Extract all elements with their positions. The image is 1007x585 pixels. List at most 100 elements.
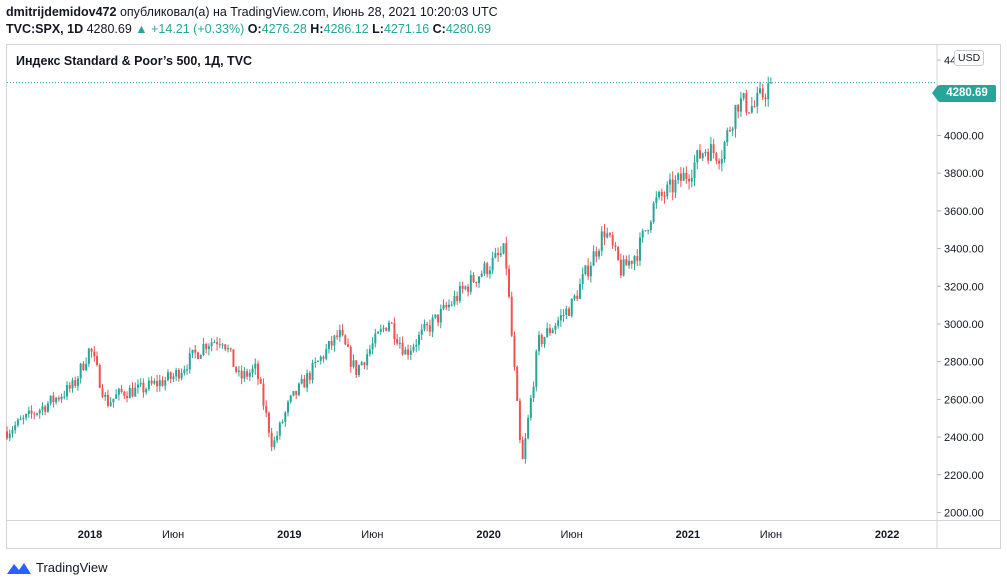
candle-body (216, 342, 219, 345)
candle-body (246, 371, 249, 377)
candle-body (562, 314, 565, 316)
candle-body (417, 334, 420, 345)
open-value: 4276.28 (261, 22, 307, 36)
candle-body (401, 342, 404, 355)
candle-body (41, 406, 44, 411)
candle-body (330, 341, 333, 346)
candle-body (570, 298, 573, 316)
candle-body (677, 173, 680, 180)
candle-body (688, 178, 691, 182)
candle-body (33, 413, 36, 415)
currency-button[interactable]: USD (954, 50, 985, 66)
candle-body (363, 362, 366, 366)
candle-body (729, 130, 732, 132)
candle-body (625, 259, 628, 266)
candle-body (278, 422, 281, 436)
candle-body (748, 112, 751, 114)
x-tick-label: Июн (361, 529, 383, 541)
candle-body (248, 372, 251, 377)
candle-body (338, 329, 341, 337)
candle-body (371, 343, 374, 350)
candle-body (150, 380, 153, 384)
candle-body (483, 263, 486, 274)
candle-body (357, 365, 360, 376)
chart-frame[interactable] (6, 44, 1001, 549)
candle-body (439, 308, 442, 323)
candle-body (442, 304, 445, 309)
candle-body (235, 366, 238, 372)
candle-body (142, 382, 145, 393)
candle-body (486, 263, 489, 275)
candle-body (447, 304, 450, 308)
candle-body (652, 203, 655, 222)
x-tick-label: 2021 (676, 529, 700, 541)
close-label: C: (432, 22, 446, 36)
candle-body (445, 304, 448, 308)
header-line-2: TVC:SPX, 1D 4280.69 ▲ +14.21 (+0.33%) O:… (6, 22, 491, 36)
candle-body (156, 380, 159, 387)
candle-body (117, 388, 120, 395)
candle-body (630, 260, 633, 264)
candle-body (284, 412, 287, 422)
tradingview-icon (7, 562, 31, 574)
candle-body (633, 256, 636, 264)
y-tick-label: 3000.00 (944, 319, 984, 331)
last-price: 4280.69 (86, 22, 132, 36)
candle-body (347, 344, 350, 347)
tradingview-logo[interactable]: TradingView (6, 560, 108, 575)
candle-body (529, 398, 532, 418)
candle-body (619, 259, 622, 276)
candle-body (587, 265, 590, 277)
candle-body (696, 150, 699, 163)
candle-body (251, 368, 254, 373)
candle-body (412, 346, 415, 351)
candle-body (49, 395, 52, 404)
candle-body (349, 346, 352, 367)
candle-body (704, 151, 707, 154)
candle-body (131, 387, 134, 397)
candle-body (259, 378, 262, 384)
candle-body (516, 367, 519, 401)
candle-body (68, 385, 71, 389)
candle-body (521, 439, 524, 460)
candle-body (265, 405, 268, 413)
candle-body (745, 93, 748, 113)
candle-body (595, 251, 598, 257)
candle-body (608, 233, 611, 235)
candle-body (655, 197, 658, 204)
candle-body (213, 342, 216, 344)
x-tick-label: 2019 (277, 529, 301, 541)
candle-body (540, 334, 543, 345)
candle-body (196, 352, 199, 359)
candle-body (281, 421, 284, 423)
candle-body (66, 385, 69, 397)
candle-body (428, 325, 431, 332)
candle-body (472, 275, 475, 283)
candle-body (527, 417, 530, 439)
candle-body (379, 328, 382, 332)
candle-body (38, 410, 41, 414)
candle-body (767, 83, 770, 100)
candle-body (27, 410, 30, 415)
candle-body (581, 274, 584, 285)
candle-body (6, 431, 8, 439)
candle-body (390, 322, 393, 324)
candle-body (175, 369, 178, 377)
candle-body (535, 351, 538, 387)
candle-body (46, 403, 49, 412)
candle-body (319, 356, 322, 361)
candle-body (644, 230, 647, 232)
candle-body (565, 308, 568, 315)
author-name[interactable]: dmitrijdemidov472 (6, 5, 117, 19)
candle-body (638, 237, 641, 261)
y-tick-label: 2600.00 (944, 394, 984, 406)
candle-body (431, 317, 434, 332)
candle-body (273, 440, 276, 447)
candle-body (19, 419, 22, 421)
candle-body (224, 344, 227, 350)
candle-body (548, 328, 551, 334)
candle-body (295, 391, 298, 395)
candle-body (30, 410, 33, 414)
candle-body (341, 329, 344, 336)
